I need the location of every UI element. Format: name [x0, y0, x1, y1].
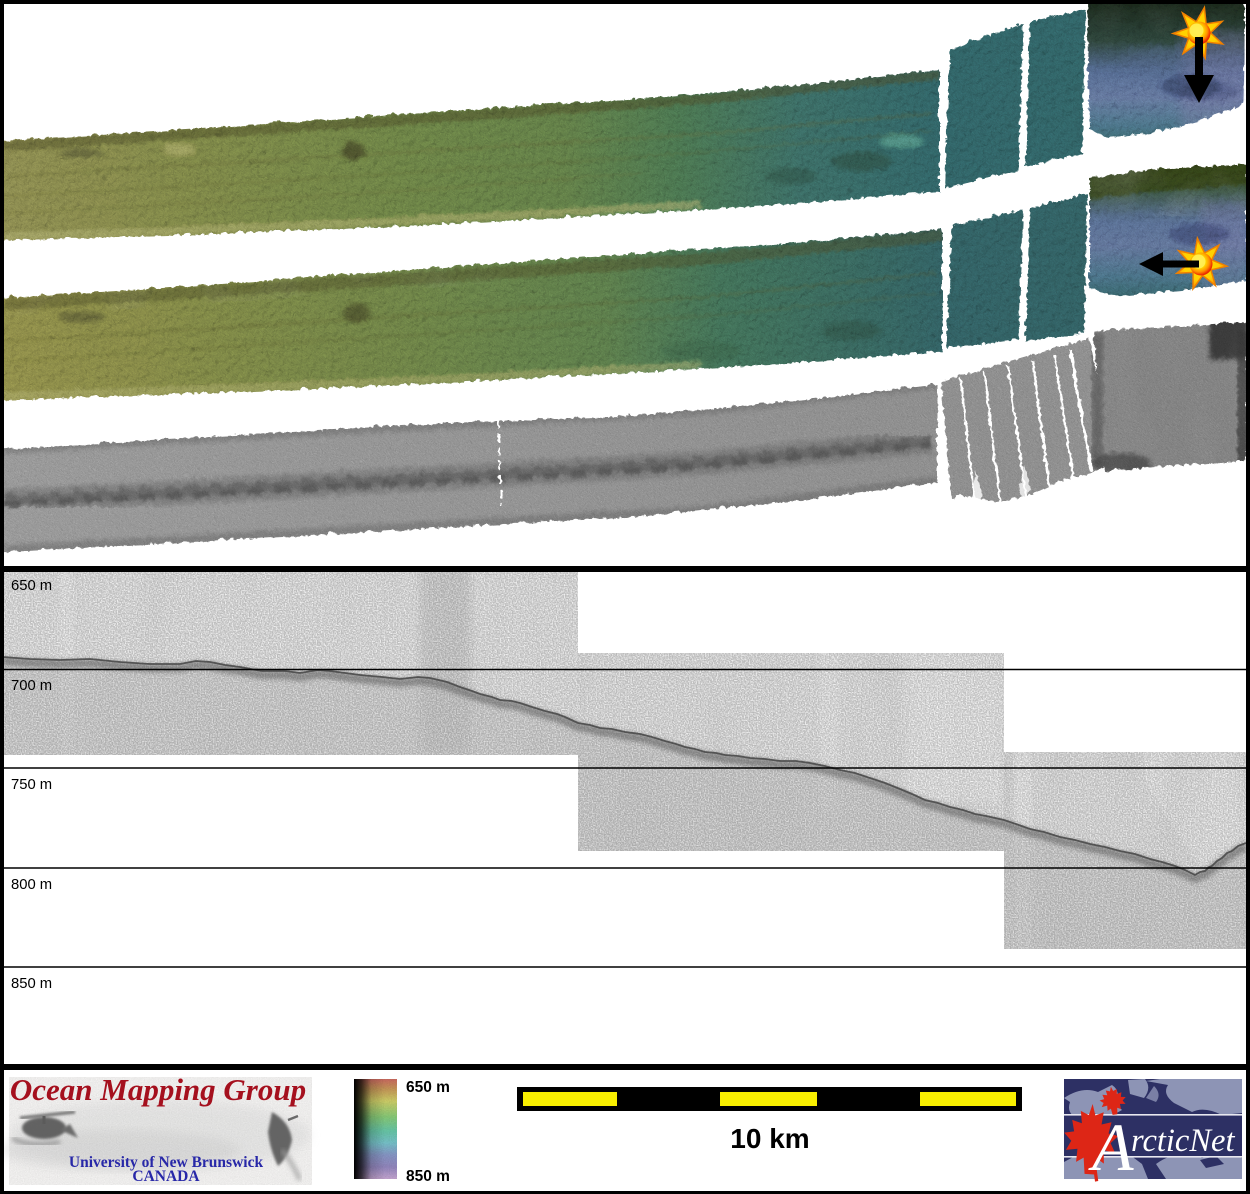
svg-text:850 m: 850 m — [11, 976, 52, 992]
svg-text:750 m: 750 m — [11, 777, 52, 793]
svg-text:Ocean Mapping Group: Ocean Mapping Group — [10, 1072, 306, 1107]
svg-text:rcticNet: rcticNet — [1131, 1123, 1235, 1159]
svg-text:A: A — [1088, 1109, 1134, 1185]
svg-text:700 m: 700 m — [11, 678, 52, 694]
svg-text:850 m: 850 m — [406, 1168, 450, 1185]
svg-text:University of New Brunswick: University of New Brunswick — [69, 1154, 264, 1171]
svg-text:10 km: 10 km — [730, 1123, 809, 1154]
svg-text:CANADA: CANADA — [132, 1168, 200, 1185]
svg-text:800 m: 800 m — [11, 877, 52, 893]
svg-text:650 m: 650 m — [406, 1079, 450, 1096]
svg-text:650 m: 650 m — [11, 578, 52, 594]
